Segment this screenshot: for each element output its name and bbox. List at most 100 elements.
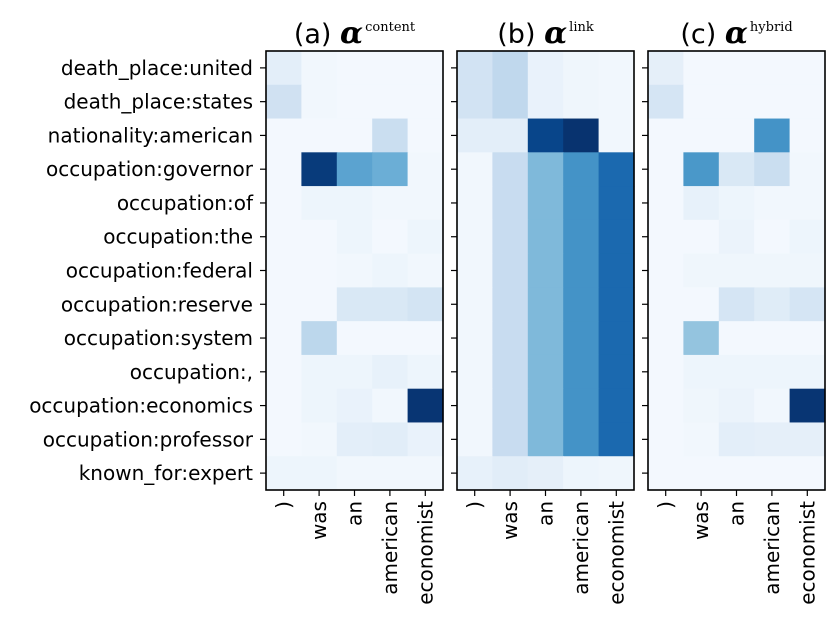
heatmap-cell — [266, 456, 302, 491]
heatmap-cell — [336, 219, 373, 255]
heatmap-cell — [598, 456, 635, 491]
heatmap-cell — [563, 354, 600, 390]
column-label: an — [725, 501, 749, 526]
row-label: occupation:of — [117, 191, 254, 215]
heatmap-cell — [754, 321, 791, 356]
heatmap-cell — [598, 84, 635, 120]
heatmap-cell — [266, 388, 302, 424]
heatmap-cell — [266, 321, 302, 356]
heatmap-cell — [754, 51, 791, 86]
heatmap-cell — [648, 84, 684, 120]
heatmap-cell — [563, 388, 600, 424]
heatmap-cell — [407, 51, 444, 86]
heatmap-cell — [457, 354, 493, 390]
heatmap-cell — [336, 186, 373, 221]
heatmap-cell — [266, 84, 302, 120]
heatmap-cell — [683, 186, 720, 221]
heatmap-cell — [266, 422, 302, 457]
heatmap-cell — [301, 321, 338, 356]
heatmap-cell — [301, 422, 338, 457]
heatmap-cell — [492, 422, 529, 457]
heatmap-cell — [527, 321, 564, 356]
heatmap-cell — [372, 287, 409, 322]
heatmap-cell — [336, 388, 373, 424]
heatmap-cell — [648, 354, 684, 390]
heatmap-cell — [648, 152, 684, 187]
heatmap-cell — [789, 152, 826, 187]
heatmap-cell — [754, 422, 791, 457]
heatmap-cell — [266, 51, 302, 86]
heatmap-cell — [563, 51, 600, 86]
panel-title: (b) α link — [497, 16, 594, 51]
heatmap-cell — [457, 388, 493, 424]
heatmap-cell — [457, 186, 493, 221]
heatmap-cell — [492, 219, 529, 255]
column-label: economist — [604, 501, 628, 605]
heatmap-cell — [789, 84, 826, 120]
heatmap-cell — [754, 152, 791, 187]
heatmap-cell — [266, 152, 302, 187]
column-label: economist — [795, 501, 819, 605]
row-label: occupation:, — [130, 360, 253, 384]
heatmap-cell — [683, 388, 720, 424]
heatmap-cell — [407, 152, 444, 187]
panel-title-superscript: link — [569, 20, 594, 35]
heatmap-cell — [648, 388, 684, 424]
heatmap-cell — [527, 118, 564, 153]
heatmap-cell — [563, 321, 600, 356]
heatmap-cell — [598, 287, 635, 322]
column-label: economist — [413, 501, 437, 605]
heatmap-cell — [648, 186, 684, 221]
heatmap-cell — [527, 456, 564, 491]
heatmap-cell — [754, 186, 791, 221]
heatmap-cell — [683, 51, 720, 86]
heatmap-cell — [718, 321, 755, 356]
column-label: ) — [272, 501, 296, 509]
heatmap-cell — [648, 456, 684, 491]
heatmap-cell — [372, 321, 409, 356]
heatmap-cell — [563, 287, 600, 322]
heatmap-cell — [789, 51, 826, 86]
heatmap-cell — [372, 84, 409, 120]
heatmap-cell — [598, 186, 635, 221]
heatmap-cell — [789, 219, 826, 255]
panel-title-label: (b) — [497, 19, 544, 50]
heatmap-cell — [683, 354, 720, 390]
heatmap-cell — [563, 84, 600, 120]
heatmap-cell — [301, 219, 338, 255]
heatmap-cell — [718, 422, 755, 457]
heatmap-cell — [301, 152, 338, 187]
heatmap-cell — [718, 84, 755, 120]
heatmap-cell — [527, 422, 564, 457]
heatmap-cell — [718, 186, 755, 221]
panel-title-label: (c) — [680, 19, 725, 50]
column-label: ) — [654, 501, 678, 509]
heatmap-cell — [718, 388, 755, 424]
heatmap-cell — [457, 152, 493, 187]
heatmap-cell — [718, 152, 755, 187]
panel-title: (c) α hybrid — [680, 16, 792, 51]
heatmap-cell — [789, 422, 826, 457]
heatmap-cell — [563, 253, 600, 288]
heatmap-cell — [336, 118, 373, 153]
heatmap-cell — [683, 84, 720, 120]
heatmap-cell — [683, 253, 720, 288]
column-label: ) — [463, 501, 487, 509]
row-label: occupation:federal — [66, 259, 253, 283]
heatmap-cell — [527, 51, 564, 86]
panel-title-superscript: hybrid — [750, 20, 793, 35]
heatmap-cell — [527, 219, 564, 255]
heatmap-cell — [372, 253, 409, 288]
heatmap-cell — [598, 422, 635, 457]
heatmap-cell — [372, 118, 409, 153]
heatmap-cell — [372, 219, 409, 255]
heatmap-cell — [407, 287, 444, 322]
heatmap-cell — [301, 456, 338, 491]
heatmap-cell — [266, 354, 302, 390]
row-label: death_place:united — [61, 56, 253, 80]
heatmap-cell — [563, 152, 600, 187]
heatmap-cell — [492, 186, 529, 221]
heatmap-cell — [407, 186, 444, 221]
heatmap-cell — [336, 287, 373, 322]
